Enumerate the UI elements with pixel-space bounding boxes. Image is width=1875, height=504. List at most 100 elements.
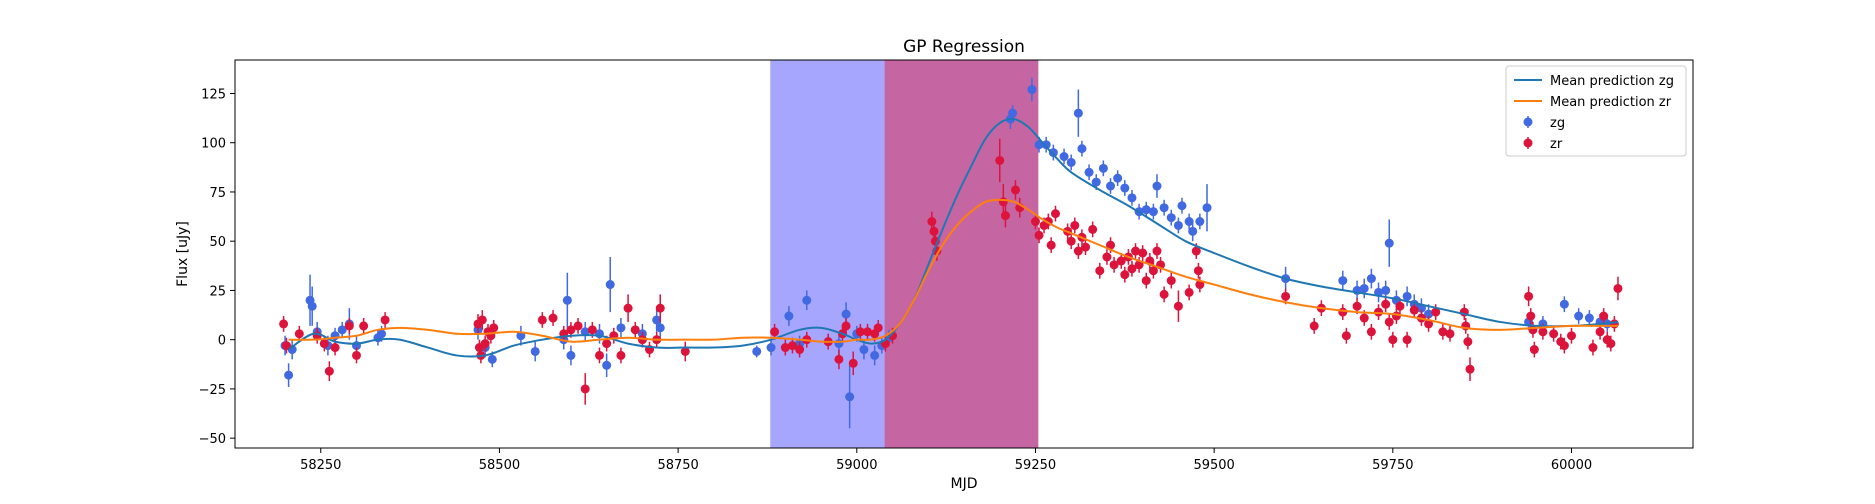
point-zg xyxy=(1384,238,1394,248)
point-zr xyxy=(344,321,354,331)
point-zr xyxy=(1431,307,1441,317)
point-zr xyxy=(548,313,558,323)
point-zg xyxy=(1106,181,1116,191)
point-zg xyxy=(1048,148,1058,158)
point-zr xyxy=(1166,276,1176,286)
point-zg xyxy=(766,343,776,353)
point-zr xyxy=(573,321,583,331)
point-zr xyxy=(1599,311,1609,321)
point-zr xyxy=(1010,185,1020,195)
point-zr xyxy=(1073,246,1083,256)
point-zr xyxy=(616,350,626,360)
point-zr xyxy=(1309,321,1319,331)
point-zg xyxy=(1084,167,1094,177)
point-zr xyxy=(324,366,334,376)
point-zr xyxy=(929,226,939,236)
point-zg xyxy=(859,345,869,355)
point-zr xyxy=(1524,291,1534,301)
point-zr xyxy=(655,303,665,313)
point-zr xyxy=(1106,240,1116,250)
point-zr xyxy=(1588,343,1598,353)
point-zr xyxy=(359,321,369,331)
point-zr xyxy=(480,339,490,349)
point-zg xyxy=(845,392,855,402)
point-zr xyxy=(1127,264,1137,274)
point-zr xyxy=(1050,209,1060,219)
point-zr xyxy=(1184,287,1194,297)
point-zg xyxy=(1177,201,1187,211)
point-zg xyxy=(1359,283,1369,293)
point-zr xyxy=(1131,246,1141,256)
point-zg xyxy=(1148,207,1158,217)
x-tick-label: 59500 xyxy=(1193,458,1234,473)
point-zr xyxy=(1116,256,1126,266)
y-tick-label: 100 xyxy=(201,137,226,152)
point-zg xyxy=(870,350,880,360)
legend-swatch xyxy=(1523,117,1533,127)
point-zr xyxy=(279,319,289,329)
y-axis: −50 −25 0 25 50 75 100 125 xyxy=(199,87,235,447)
x-tick-label: 59750 xyxy=(1372,458,1413,473)
point-zr xyxy=(1445,329,1455,339)
point-zr xyxy=(998,197,1008,207)
point-zg xyxy=(652,315,662,325)
point-zr xyxy=(1381,299,1391,309)
plot-frame xyxy=(234,59,1694,449)
point-zr xyxy=(848,358,858,368)
point-zr xyxy=(1609,319,1619,329)
x-tick-label: 58750 xyxy=(657,458,698,473)
legend: Mean prediction zg Mean prediction zr zg zr xyxy=(1505,65,1687,157)
point-zg xyxy=(752,346,762,356)
point-zg xyxy=(1402,291,1412,301)
point-zr xyxy=(1366,327,1376,337)
point-zg xyxy=(1202,203,1212,213)
legend-box xyxy=(1505,65,1687,157)
point-zg xyxy=(616,323,626,333)
point-zr xyxy=(834,354,844,364)
point-zr xyxy=(1359,313,1369,323)
point-zg xyxy=(1166,213,1176,223)
point-zg xyxy=(1073,108,1083,118)
point-zg xyxy=(1120,183,1130,193)
point-zr xyxy=(1191,246,1201,256)
point-zr xyxy=(770,327,780,337)
point-zr xyxy=(1030,217,1040,227)
point-zr xyxy=(1081,242,1090,252)
point-zr xyxy=(602,339,612,349)
point-zg xyxy=(337,325,347,335)
point-zg xyxy=(530,346,540,356)
point-zg xyxy=(1559,299,1569,309)
point-zg xyxy=(562,295,572,305)
point-zr xyxy=(1159,289,1169,299)
point-zg xyxy=(487,354,497,364)
point-zg xyxy=(1381,285,1391,295)
point-zr xyxy=(294,329,304,339)
point-zr xyxy=(623,303,633,313)
chart-title: GP Regression xyxy=(903,37,1025,57)
point-zr xyxy=(1526,311,1536,321)
y-tick-label: 0 xyxy=(218,334,226,349)
point-zg xyxy=(1098,163,1108,173)
point-zr xyxy=(1338,307,1348,317)
point-zr xyxy=(1173,301,1183,311)
legend-label: Mean prediction zg xyxy=(1550,74,1674,89)
point-zr xyxy=(1088,224,1098,234)
point-zr xyxy=(1152,246,1162,256)
point-zg xyxy=(1424,309,1434,319)
point-zr xyxy=(380,315,390,325)
line-mean-prediction-zr xyxy=(288,198,1618,343)
point-zg xyxy=(580,327,590,337)
point-zr xyxy=(1148,266,1158,276)
point-zg xyxy=(784,311,794,321)
point-zr xyxy=(1070,220,1080,230)
legend-swatch xyxy=(1523,138,1533,148)
y-tick-label: 125 xyxy=(201,87,226,102)
point-zr xyxy=(580,384,590,394)
x-tick-label: 60000 xyxy=(1551,458,1592,473)
point-zg xyxy=(1027,85,1037,95)
point-zr xyxy=(795,345,805,355)
point-zr xyxy=(319,339,329,349)
point-zr xyxy=(595,350,604,360)
legend-label: Mean prediction zr xyxy=(1550,95,1672,110)
